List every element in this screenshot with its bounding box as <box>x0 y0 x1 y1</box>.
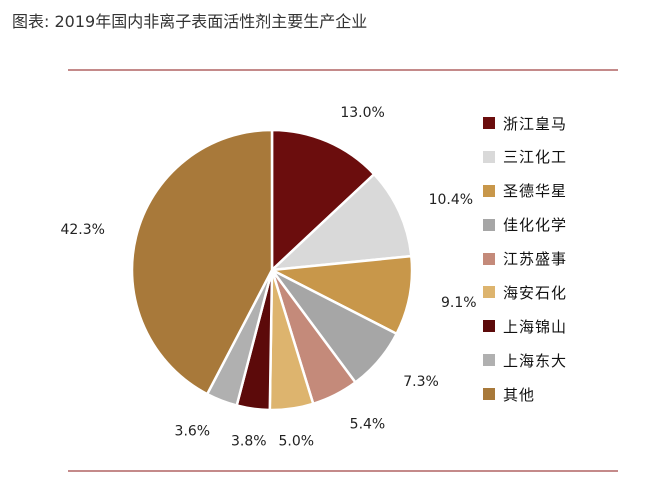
slice-percent-label-7: 3.6% <box>175 423 211 439</box>
legend-label: 其他 <box>503 385 536 404</box>
bottom-divider <box>68 470 618 472</box>
legend-item-2: 圣德华星 <box>483 180 567 202</box>
chart-legend: 浙江皇马三江化工圣德华星佳化化学江苏盛事海安石化上海锦山上海东大其他 <box>483 112 567 417</box>
legend-item-0: 浙江皇马 <box>483 112 567 134</box>
legend-label: 佳化化学 <box>503 216 568 235</box>
slice-percent-label-6: 3.8% <box>231 433 267 449</box>
legend-swatch <box>483 354 495 367</box>
slice-percent-label-3: 7.3% <box>403 374 439 390</box>
pie-slice-8 <box>130 128 274 396</box>
legend-label: 海安石化 <box>503 283 568 302</box>
pie-slice-2 <box>267 254 414 336</box>
pie-slice-1 <box>268 172 413 272</box>
slice-percent-label-0: 13.0% <box>340 105 384 121</box>
slice-percent-label-4: 5.4% <box>350 416 386 432</box>
legend-swatch <box>483 218 495 231</box>
legend-swatch <box>483 320 495 333</box>
legend-label: 上海东大 <box>503 351 568 370</box>
slice-percent-label-5: 5.0% <box>278 433 314 449</box>
legend-item-5: 海安石化 <box>483 281 567 303</box>
legend-swatch <box>483 117 495 129</box>
legend-item-6: 上海锦山 <box>483 315 567 337</box>
legend-label: 上海锦山 <box>503 317 568 336</box>
top-divider <box>68 69 618 71</box>
legend-label: 浙江皇马 <box>503 114 568 133</box>
legend-label: 圣德华星 <box>503 182 568 201</box>
legend-label: 江苏盛事 <box>503 250 568 269</box>
page-title: 图表: 2019年国内非离子表面活性剂主要生产企业 <box>12 12 368 31</box>
slice-percent-label-8: 42.3% <box>60 222 104 238</box>
legend-item-4: 江苏盛事 <box>483 248 567 270</box>
slice-percent-label-2: 9.1% <box>441 295 477 311</box>
legend-swatch <box>483 252 495 265</box>
legend-label: 三江化工 <box>503 148 568 167</box>
legend-swatch <box>483 286 495 299</box>
legend-swatch <box>483 184 495 197</box>
pie-slice-0 <box>270 128 376 273</box>
legend-swatch <box>483 150 495 163</box>
legend-item-3: 佳化化学 <box>483 214 567 236</box>
legend-item-7: 上海东大 <box>483 349 567 371</box>
legend-item-8: 其他 <box>483 383 567 405</box>
legend-swatch <box>483 388 495 401</box>
legend-item-1: 三江化工 <box>483 146 567 168</box>
slice-percent-label-1: 10.4% <box>429 192 473 208</box>
